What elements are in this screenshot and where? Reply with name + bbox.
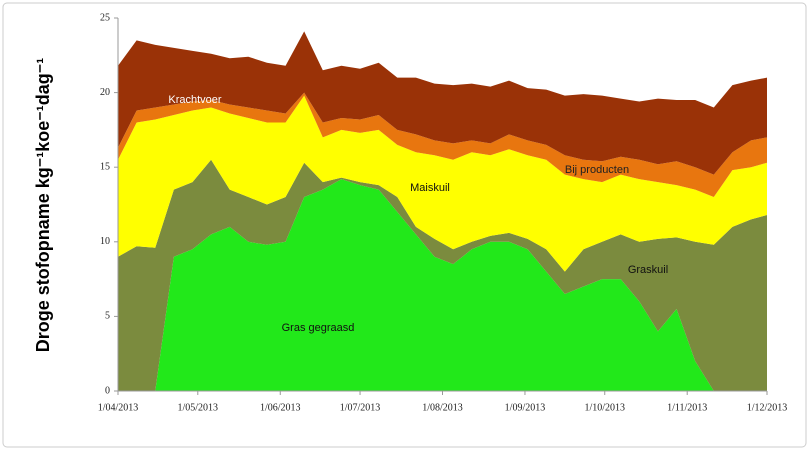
series-label: Krachtvoer <box>168 94 222 106</box>
y-axis-label: Droge stofopname kg⁻¹koe⁻¹dag⁻¹ <box>33 58 53 353</box>
y-tick-label: 15 <box>100 161 110 172</box>
y-tick-label: 20 <box>100 87 110 98</box>
x-tick-label: 1/05/2013 <box>178 402 219 413</box>
area <box>118 92 767 198</box>
x-tick-label: 1/08/2013 <box>422 402 463 413</box>
x-tick-label: 1/07/2013 <box>340 402 381 413</box>
y-tick-label: 0 <box>105 385 110 396</box>
x-tick-label: 1/12/2013 <box>747 402 788 413</box>
x-tick-label: 1/11/2013 <box>667 402 707 413</box>
y-tick-label: 5 <box>105 311 110 322</box>
x-tick-label: 1/10/2013 <box>584 402 625 413</box>
area <box>118 159 767 391</box>
area <box>118 179 767 391</box>
x-tick-label: 1/09/2013 <box>505 402 546 413</box>
y-tick-label: 10 <box>100 236 110 247</box>
area <box>118 31 767 175</box>
series-label: Bij producten <box>565 164 629 176</box>
y-tick-label: 25 <box>100 12 110 23</box>
series-label: Maiskuil <box>410 182 450 194</box>
series-label: Gras gegraasd <box>282 322 355 334</box>
x-tick-label: 1/04/2013 <box>98 402 139 413</box>
series-label: Graskuil <box>628 264 668 276</box>
x-tick-label: 1/06/2013 <box>260 402 301 413</box>
area <box>118 95 767 272</box>
